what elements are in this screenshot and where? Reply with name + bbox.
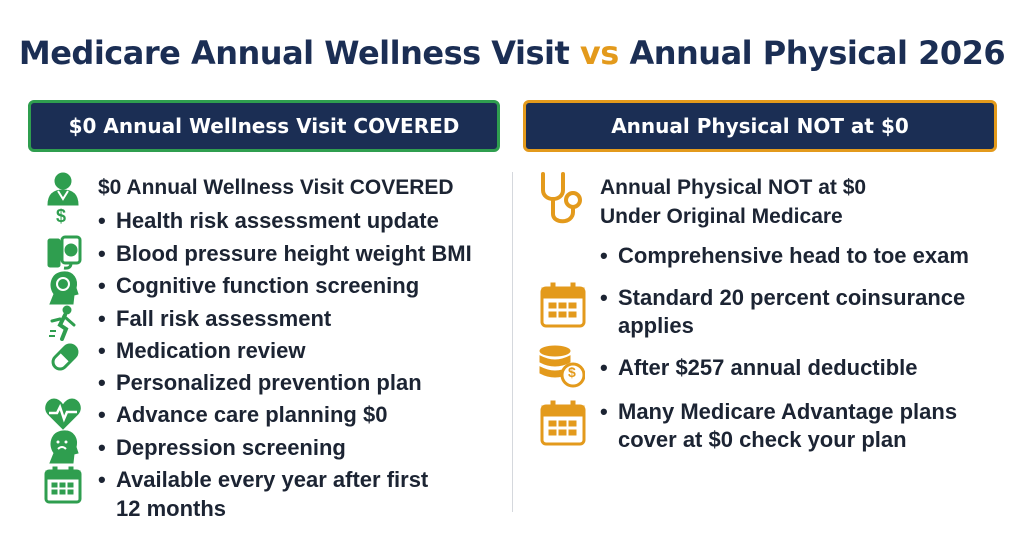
depression-head-icon bbox=[49, 430, 79, 464]
left-item: • Personalized prevention plan bbox=[98, 370, 422, 395]
right-item-continued: applies bbox=[618, 313, 694, 338]
stethoscope-icon bbox=[541, 172, 582, 224]
right-item: • Standard 20 percent coinsurance bbox=[600, 285, 966, 310]
left-item: • Depression screening bbox=[98, 435, 346, 460]
right-heading-line2: Under Original Medicare bbox=[600, 205, 843, 228]
brain-head-icon bbox=[49, 271, 79, 305]
heart-pulse-icon bbox=[45, 398, 81, 430]
left-item: • Medication review bbox=[98, 338, 306, 363]
column-divider bbox=[512, 172, 513, 512]
left-item: • Available every year after first bbox=[98, 467, 429, 492]
right-heading-line1: Annual Physical NOT at $0 bbox=[600, 176, 867, 199]
left-column-header: $0 Annual Wellness Visit COVERED bbox=[28, 100, 500, 152]
right-item: • After $257 annual deductible bbox=[600, 355, 918, 380]
left-item-continued: 12 months bbox=[116, 496, 227, 521]
blood-pressure-icon bbox=[47, 235, 82, 270]
left-item: • Fall risk assessment bbox=[98, 306, 332, 331]
pill-icon bbox=[51, 343, 79, 371]
title-part1: Medicare Annual Wellness Visit bbox=[18, 34, 570, 72]
left-heading: $0 Annual Wellness Visit COVERED bbox=[98, 176, 454, 199]
coin-dollar-icon: $ bbox=[568, 364, 576, 380]
left-item: • Advance care planning $0 bbox=[98, 402, 388, 427]
left-item: • Blood pressure height weight BMI bbox=[98, 241, 472, 266]
left-item: • Health risk assessment update bbox=[98, 208, 439, 233]
doctor-icon bbox=[47, 172, 79, 206]
calendar-icon bbox=[540, 400, 586, 446]
page-title: Medicare Annual Wellness Visit vs Annual… bbox=[0, 34, 1024, 72]
right-item: • Many Medicare Advantage plans bbox=[600, 399, 958, 424]
right-column-header: Annual Physical NOT at $0 bbox=[523, 100, 997, 152]
right-item: • Comprehensive head to toe exam bbox=[600, 243, 969, 268]
fall-risk-icon bbox=[49, 305, 76, 341]
title-part2: Annual Physical 2026 bbox=[629, 34, 1006, 72]
calendar-icon bbox=[44, 466, 82, 504]
right-item-continued: cover at $0 check your plan bbox=[618, 427, 907, 452]
left-item: • Cognitive function screening bbox=[98, 273, 420, 298]
coins-icon bbox=[539, 345, 585, 388]
title-vs: vs bbox=[579, 34, 619, 72]
dollar-icon: $ bbox=[56, 206, 67, 226]
calendar-icon bbox=[540, 282, 586, 328]
